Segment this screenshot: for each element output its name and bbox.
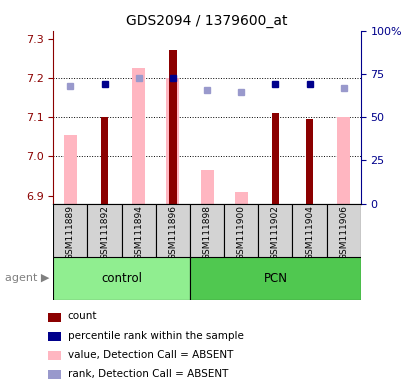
Text: agent ▶: agent ▶ xyxy=(5,273,49,283)
Bar xyxy=(53,257,189,300)
Bar xyxy=(132,68,145,204)
Bar xyxy=(200,170,213,204)
Bar xyxy=(101,117,108,204)
Bar xyxy=(53,204,87,257)
Bar xyxy=(336,117,349,204)
Text: GSM111906: GSM111906 xyxy=(338,205,347,260)
Bar xyxy=(234,192,247,204)
Bar xyxy=(169,50,176,204)
Bar xyxy=(271,113,279,204)
Text: percentile rank within the sample: percentile rank within the sample xyxy=(67,331,243,341)
Text: GSM111889: GSM111889 xyxy=(66,205,75,260)
Text: GSM111902: GSM111902 xyxy=(270,205,279,260)
Bar xyxy=(326,204,360,257)
Bar xyxy=(48,313,61,322)
Text: control: control xyxy=(101,272,142,285)
Text: value, Detection Call = ABSENT: value, Detection Call = ABSENT xyxy=(67,350,233,360)
Bar xyxy=(121,204,155,257)
Bar xyxy=(292,204,326,257)
Bar xyxy=(305,119,312,204)
Bar xyxy=(258,204,292,257)
Bar xyxy=(87,204,121,257)
Bar xyxy=(48,370,61,379)
Text: GSM111892: GSM111892 xyxy=(100,205,109,260)
Text: GSM111900: GSM111900 xyxy=(236,205,245,260)
Bar xyxy=(155,204,189,257)
Bar xyxy=(48,351,61,360)
Bar xyxy=(189,257,360,300)
Bar xyxy=(224,204,258,257)
Bar xyxy=(166,78,179,204)
Text: GSM111896: GSM111896 xyxy=(168,205,177,260)
Text: GSM111904: GSM111904 xyxy=(304,205,313,260)
Bar xyxy=(189,204,224,257)
Text: rank, Detection Call = ABSENT: rank, Detection Call = ABSENT xyxy=(67,369,227,379)
Text: GSM111898: GSM111898 xyxy=(202,205,211,260)
Text: GSM111894: GSM111894 xyxy=(134,205,143,260)
Text: PCN: PCN xyxy=(263,272,287,285)
Title: GDS2094 / 1379600_at: GDS2094 / 1379600_at xyxy=(126,14,287,28)
Bar xyxy=(48,332,61,341)
Bar xyxy=(64,135,77,204)
Text: count: count xyxy=(67,311,97,321)
